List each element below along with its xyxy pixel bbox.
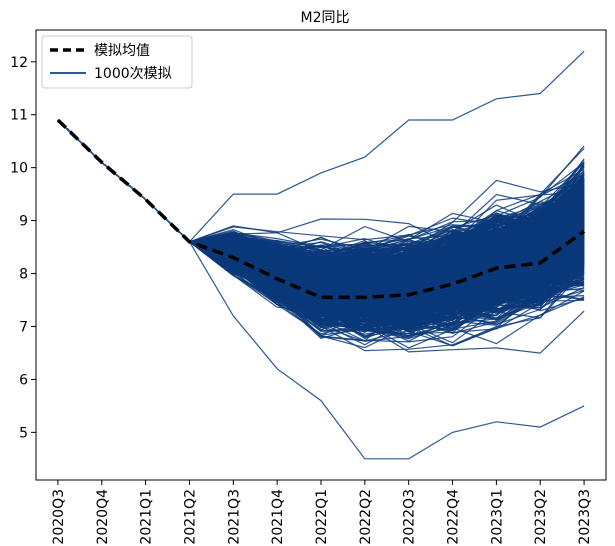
y-tick-label: 12	[10, 55, 28, 71]
x-tick-label: 2022Q3	[402, 489, 418, 545]
y-tick-label: 5	[19, 425, 28, 441]
x-tick-label: 2022Q1	[314, 489, 330, 545]
y-tick-label: 6	[19, 372, 28, 388]
x-tick-label: 2021Q3	[226, 489, 242, 545]
x-tick-label: 2023Q2	[533, 489, 549, 545]
x-tick-label: 2020Q4	[95, 489, 111, 545]
y-tick-label: 11	[10, 108, 28, 124]
x-tick-label: 2023Q1	[489, 489, 505, 545]
mean-series	[56, 118, 586, 300]
legend-simulation-label: 1000次模拟	[94, 66, 172, 82]
y-tick-label: 8	[19, 267, 28, 283]
simulation-line-lower-extreme	[57, 119, 585, 460]
x-tick-label: 2023Q3	[577, 489, 593, 545]
y-tick-label: 7	[19, 319, 28, 335]
simulation-lines	[57, 50, 585, 460]
mean-line	[56, 118, 586, 300]
x-tick-label: 2020Q3	[51, 489, 67, 545]
y-tick-label: 10	[10, 161, 28, 177]
legend-mean-label: 模拟均值	[94, 43, 150, 59]
axes: 5 6 7 8 9 10 11 12 2020Q3 2020Q4 2021Q1 2021Q2 2021Q…	[10, 29, 607, 545]
y-tick-label: 9	[19, 214, 28, 230]
legend: 模拟均值 1000次模拟	[41, 35, 193, 89]
x-tick-label: 2022Q2	[358, 489, 374, 545]
chart-title: M2同比	[301, 10, 350, 26]
x-tick-label: 2022Q4	[446, 489, 462, 545]
x-tick-label: 2021Q1	[139, 489, 155, 545]
x-tick-label: 2021Q4	[270, 489, 286, 545]
x-tick-label: 2021Q2	[182, 489, 198, 545]
